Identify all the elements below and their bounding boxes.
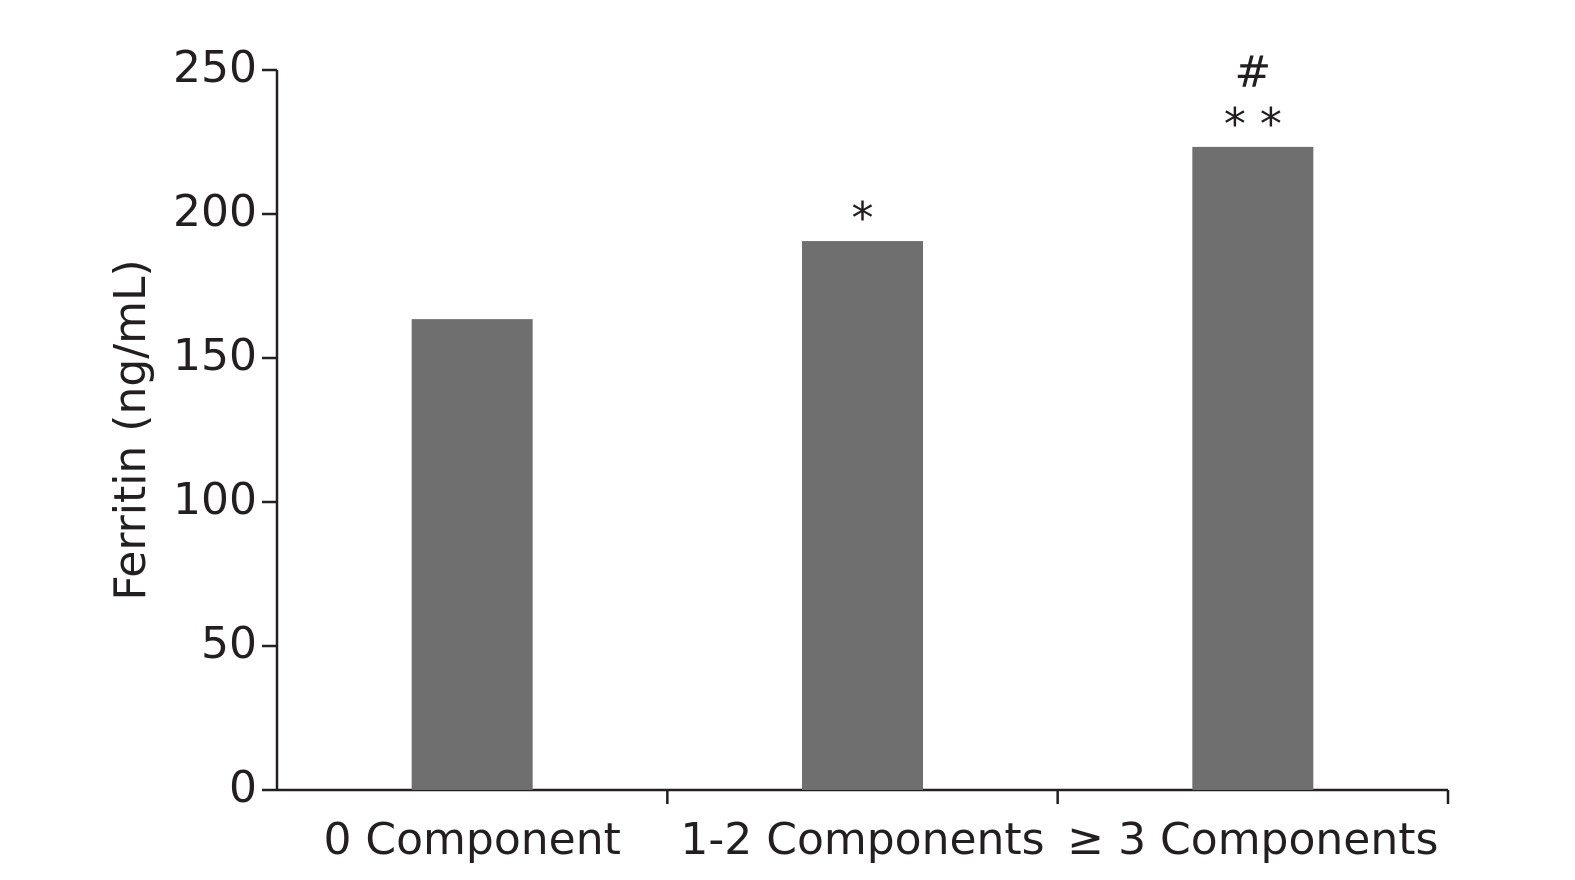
y-tick-label: 50: [201, 618, 257, 669]
x-tick-label: ≥ 3 Components: [1067, 814, 1438, 865]
y-tick-label: 200: [173, 186, 257, 237]
bar: [801, 241, 924, 790]
bar: [1192, 146, 1314, 790]
x-tick-label: 1-2 Components: [680, 814, 1044, 865]
y-tick-label: 0: [229, 762, 257, 813]
y-tick-label: 100: [173, 474, 257, 525]
y-tick-label: 150: [173, 330, 257, 381]
x-tick-label: 0 Component: [323, 814, 620, 865]
annotation: * *: [1224, 99, 1282, 150]
annotation: #: [1234, 47, 1271, 98]
y-axis-title: Ferritin (ng/mL): [105, 259, 156, 600]
bar: [411, 319, 533, 790]
annotation: *: [852, 193, 874, 244]
y-tick-label: 250: [173, 42, 257, 93]
